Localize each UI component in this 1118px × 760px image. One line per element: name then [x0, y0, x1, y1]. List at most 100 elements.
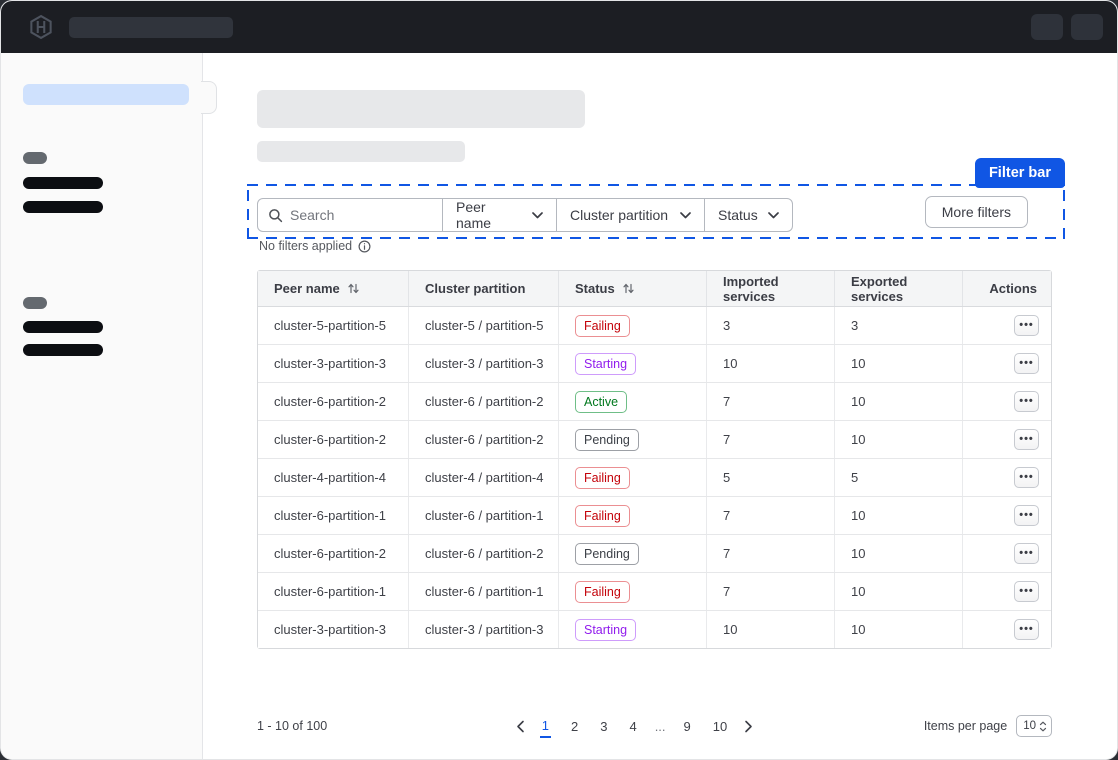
filter-bar-annotation-label: Filter bar: [974, 158, 1065, 188]
sidebar-active-item-skeleton: [23, 84, 189, 105]
sort-arrows-icon: [622, 282, 635, 295]
cell-imported-services: 7: [707, 535, 835, 572]
row-actions-button[interactable]: •••: [1014, 505, 1039, 526]
cell-peer-name: cluster-3-partition-3: [258, 611, 409, 648]
no-filters-applied-text: No filters applied: [259, 239, 353, 253]
sidebar: [1, 53, 217, 759]
table-row: cluster-6-partition-2 cluster-6 / partit…: [258, 535, 1051, 573]
cell-exported-services: 10: [835, 383, 963, 420]
page-subtitle-skeleton: [257, 141, 465, 162]
pager-page-1[interactable]: 1: [539, 715, 551, 738]
chevron-down-icon: [532, 211, 543, 219]
cell-peer-name: cluster-5-partition-5: [258, 307, 409, 344]
sidebar-section-label-skeleton-1: [23, 152, 47, 164]
table-row: cluster-4-partition-4 cluster-4 / partit…: [258, 459, 1051, 497]
cell-peer-name: cluster-6-partition-2: [258, 421, 409, 458]
info-icon[interactable]: [358, 240, 371, 253]
column-header-exported-services: Exported services: [835, 271, 963, 306]
cell-peer-name: cluster-6-partition-2: [258, 535, 409, 572]
table-body: cluster-5-partition-5 cluster-5 / partit…: [258, 307, 1051, 648]
cell-exported-services: 10: [835, 573, 963, 610]
cell-exported-services: 10: [835, 421, 963, 458]
cell-exported-services: 10: [835, 497, 963, 534]
row-actions-button[interactable]: •••: [1014, 467, 1039, 488]
column-header-status[interactable]: Status: [559, 271, 707, 306]
column-header-status-label: Status: [575, 281, 615, 296]
row-actions-button[interactable]: •••: [1014, 391, 1039, 412]
table-row: cluster-6-partition-2 cluster-6 / partit…: [258, 421, 1051, 459]
sidebar-item-skeleton-1: [23, 177, 103, 189]
table-header-row: Peer name Cluster partition Status: [258, 271, 1051, 307]
cell-peer-name: cluster-6-partition-1: [258, 573, 409, 610]
row-actions-button[interactable]: •••: [1014, 543, 1039, 564]
search-input-wrapper[interactable]: [257, 198, 443, 232]
column-header-actions-label: Actions: [989, 281, 1037, 296]
sidebar-item-skeleton-4: [23, 344, 103, 356]
pager-page-3[interactable]: 3: [600, 718, 608, 734]
main-content: Filter bar Peer name: [203, 53, 1117, 759]
cell-cluster-partition: cluster-6 / partition-2: [409, 535, 559, 572]
filter-dropdown-status[interactable]: Status: [704, 198, 793, 232]
row-actions-button[interactable]: •••: [1014, 581, 1039, 602]
row-actions-button[interactable]: •••: [1014, 315, 1039, 336]
topnav-action-skeleton-2: [1071, 14, 1103, 40]
cell-imported-services: 5: [707, 459, 835, 496]
column-header-cluster-partition: Cluster partition: [409, 271, 559, 306]
row-actions-button[interactable]: •••: [1014, 619, 1039, 640]
cell-peer-name: cluster-6-partition-1: [258, 497, 409, 534]
pager-previous-button[interactable]: [510, 720, 531, 733]
topnav-action-skeleton-1: [1031, 14, 1063, 40]
pagination-summary: 1 - 10 of 100: [257, 719, 328, 733]
column-header-peer-name[interactable]: Peer name: [258, 271, 409, 306]
cell-cluster-partition: cluster-6 / partition-2: [409, 421, 559, 458]
status-badge: Failing: [575, 504, 630, 527]
cell-exported-services: 10: [835, 611, 963, 648]
sort-arrows-icon: [347, 282, 360, 295]
sidebar-collapse-handle[interactable]: [201, 81, 217, 114]
pager-pages: 1 2 3 4... 9 10: [531, 715, 738, 738]
cell-peer-name: cluster-6-partition-2: [258, 383, 409, 420]
cell-exported-services: 10: [835, 345, 963, 382]
table-row: cluster-5-partition-5 cluster-5 / partit…: [258, 307, 1051, 345]
cell-imported-services: 7: [707, 497, 835, 534]
search-input[interactable]: [290, 207, 432, 223]
items-per-page-select[interactable]: 10: [1016, 715, 1052, 737]
table-row: cluster-3-partition-3 cluster-3 / partit…: [258, 611, 1051, 648]
filter-dropdown-cluster-partition[interactable]: Cluster partition: [556, 198, 705, 232]
cell-cluster-partition: cluster-6 / partition-1: [409, 573, 559, 610]
table-row: cluster-3-partition-3 cluster-3 / partit…: [258, 345, 1051, 383]
status-badge: Active: [575, 390, 628, 413]
status-badge: Starting: [575, 352, 637, 375]
filter-dropdown-peer-name-label: Peer name: [456, 199, 492, 231]
cell-imported-services: 10: [707, 611, 835, 648]
filter-dropdown-peer-name[interactable]: Peer name: [442, 198, 557, 232]
cell-imported-services: 7: [707, 421, 835, 458]
row-actions-button[interactable]: •••: [1014, 353, 1039, 374]
column-header-cluster-partition-label: Cluster partition: [425, 281, 526, 296]
table-row: cluster-6-partition-2 cluster-6 / partit…: [258, 383, 1051, 421]
cell-imported-services: 7: [707, 383, 835, 420]
pager-next-button[interactable]: [738, 720, 759, 733]
cell-cluster-partition: cluster-6 / partition-2: [409, 383, 559, 420]
pager-page-4[interactable]: 4: [629, 718, 637, 734]
pager-page-10[interactable]: 10: [712, 718, 728, 734]
filter-bar-annotation: Filter bar Peer name: [247, 158, 1065, 239]
column-header-exported-services-label: Exported services: [851, 273, 908, 304]
cell-cluster-partition: cluster-3 / partition-3: [409, 345, 559, 382]
pager-page-9[interactable]: 9: [683, 718, 691, 734]
search-icon: [268, 208, 283, 223]
row-actions-button[interactable]: •••: [1014, 429, 1039, 450]
pager-page-2[interactable]: 2: [570, 718, 579, 734]
cell-exported-services: 10: [835, 535, 963, 572]
cell-exported-services: 3: [835, 307, 963, 344]
column-header-imported-services: Imported services: [707, 271, 835, 306]
status-badge: Pending: [575, 542, 639, 565]
more-filters-button[interactable]: More filters: [924, 196, 1028, 228]
table-row: cluster-6-partition-1 cluster-6 / partit…: [258, 497, 1051, 535]
cell-imported-services: 10: [707, 345, 835, 382]
topnav-search-skeleton: [69, 16, 233, 38]
sidebar-section-label-skeleton-2: [23, 297, 47, 309]
items-per-page-value: 10: [1023, 720, 1036, 732]
status-badge: Failing: [575, 314, 630, 337]
